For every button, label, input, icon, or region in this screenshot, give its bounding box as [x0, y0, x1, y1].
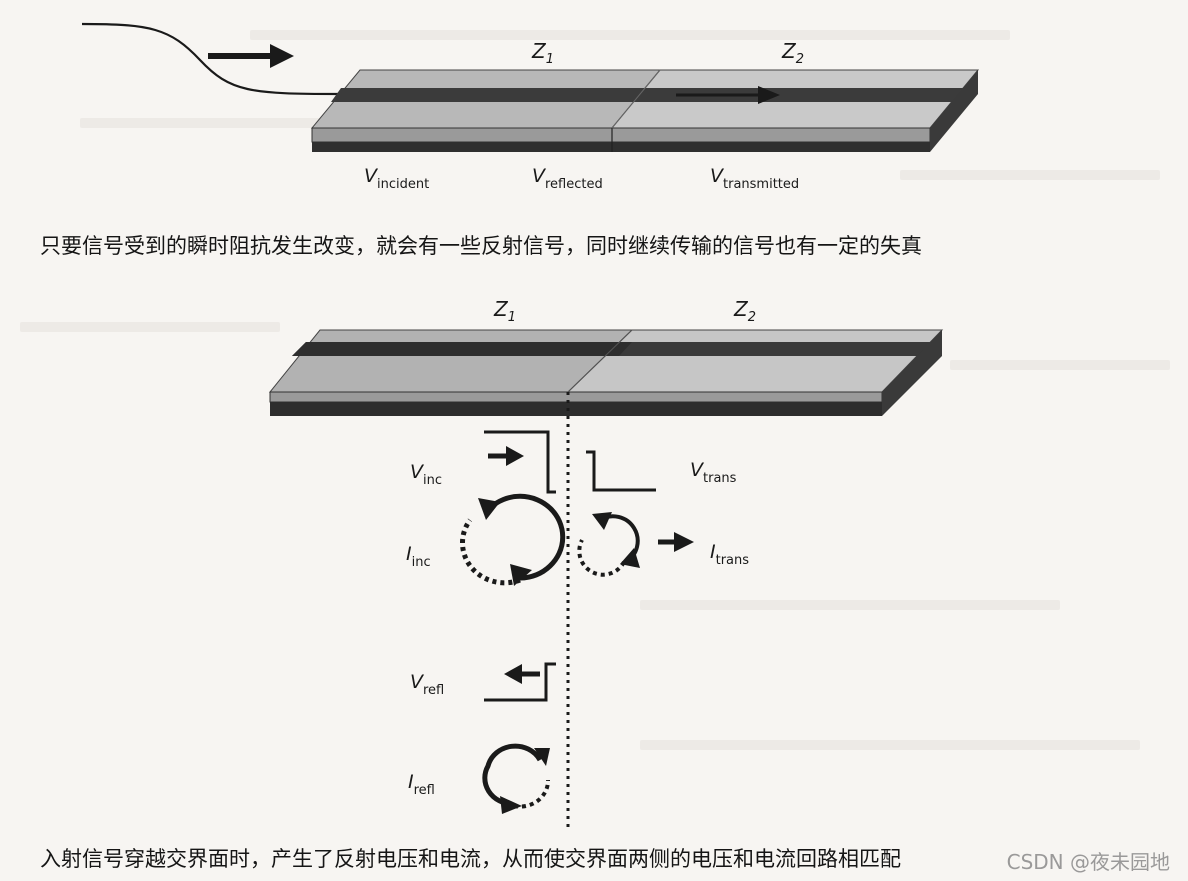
- i-refl-current-loop: [482, 743, 551, 814]
- label-v-refl: Vrefl: [410, 671, 444, 698]
- board2-front-ground: [270, 402, 882, 416]
- label2-z2: Z2: [733, 297, 756, 325]
- v-refl-step-waveform: [484, 662, 556, 702]
- i-trans-arrow: [658, 532, 694, 552]
- bleed-line: [900, 170, 1160, 180]
- bleed-line: [250, 30, 1010, 40]
- board2-front: [269, 391, 883, 403]
- label-v-trans: Vtrans: [690, 459, 737, 486]
- caption-bottom: 入射信号穿越交界面时，产生了反射电压和电流，从而使交界面两侧的电压和电流回路相匹…: [40, 847, 901, 871]
- v-inc-step-waveform: [484, 430, 556, 494]
- label-v-incident: Vincident: [364, 165, 429, 192]
- board-side: [930, 70, 978, 152]
- v-trans-step-waveform: [586, 450, 656, 492]
- label-i-inc: Iinc: [406, 543, 431, 570]
- bleed-line: [950, 360, 1170, 370]
- v-refl-arrow: [504, 664, 540, 684]
- bottom-figure: Z1 Z2 Vinc Vtrans Iinc: [268, 297, 944, 830]
- label-v-reflected: Vreflected: [532, 165, 603, 192]
- caption-top: 只要信号受到的瞬时阻抗发生改变，就会有一些反射信号，同时继续传输的信号也有一定的…: [40, 234, 922, 258]
- v-inc-arrow: [488, 446, 524, 466]
- label-z2: Z2: [781, 39, 804, 67]
- top-trace: [331, 88, 968, 102]
- label-z1: Z1: [531, 39, 554, 67]
- bleed-line: [640, 740, 1140, 750]
- board2-side: [882, 330, 942, 416]
- bleed-line: [20, 322, 280, 332]
- bleed-line: [80, 118, 380, 128]
- incident-signal-curve: [81, 22, 341, 96]
- board-front: [311, 127, 931, 143]
- board2-top-z2: [566, 329, 944, 393]
- bleed-line: [640, 600, 1060, 610]
- label-v-transmitted: Vtransmitted: [710, 165, 799, 192]
- label-v-inc: Vinc: [410, 461, 442, 488]
- transmitted-arrow: [676, 86, 780, 104]
- label-i-trans: Itrans: [710, 541, 749, 568]
- i-inc-current-loop: [460, 493, 566, 586]
- top-figure: Z1 Z2 Vincident Vreflected Vtransmitted: [81, 22, 980, 192]
- incident-direction-arrow: [208, 44, 294, 68]
- i-trans-current-loop: [577, 512, 640, 577]
- board-front-ground: [312, 142, 930, 152]
- label-i-refl: Irefl: [408, 771, 435, 798]
- label2-z1: Z1: [493, 297, 516, 325]
- watermark: CSDN @夜未园地: [1006, 850, 1170, 874]
